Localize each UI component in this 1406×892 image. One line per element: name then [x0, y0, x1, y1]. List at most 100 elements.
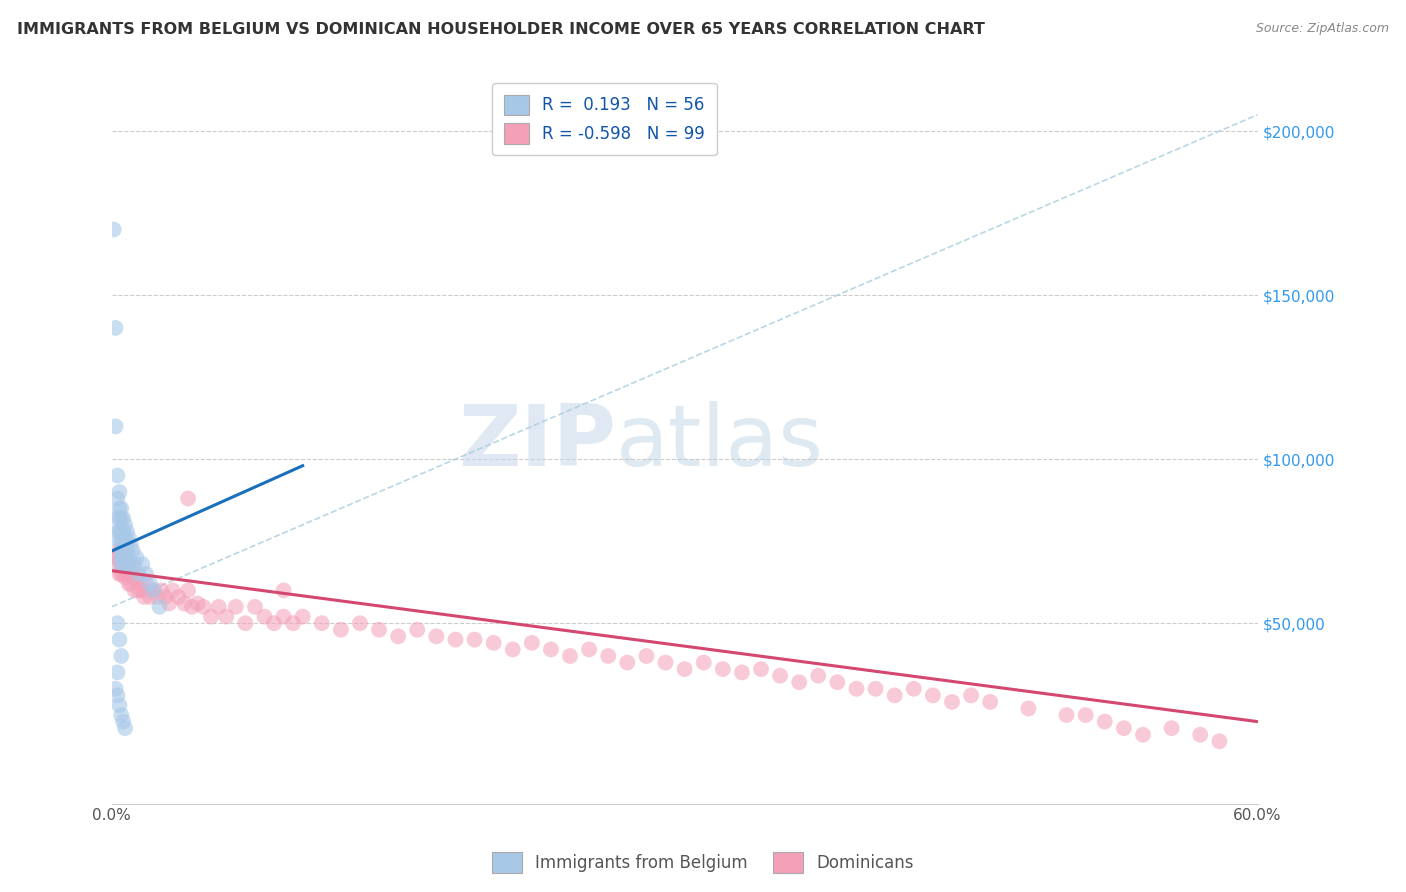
Point — [115, 524, 138, 539]
Point — [1160, 721, 1182, 735]
Point — [108, 566, 131, 581]
Point — [135, 577, 157, 591]
Point — [120, 564, 142, 578]
Point — [616, 656, 638, 670]
Point — [167, 590, 190, 604]
Point — [118, 550, 141, 565]
Point — [110, 544, 132, 558]
Point — [311, 616, 333, 631]
Point — [903, 681, 925, 696]
Point — [108, 534, 131, 549]
Point — [127, 566, 149, 581]
Point — [135, 566, 157, 581]
Point — [215, 609, 238, 624]
Point — [110, 648, 132, 663]
Point — [208, 599, 231, 614]
Point — [142, 583, 165, 598]
Point — [110, 544, 132, 558]
Point — [118, 531, 141, 545]
Point — [115, 544, 138, 558]
Point — [110, 501, 132, 516]
Point — [193, 599, 215, 614]
Point — [225, 599, 247, 614]
Point — [598, 648, 620, 663]
Point — [827, 675, 849, 690]
Point — [636, 648, 658, 663]
Point — [112, 534, 135, 549]
Point — [107, 665, 129, 680]
Point — [104, 550, 127, 565]
Text: ZIP: ZIP — [458, 401, 616, 484]
Point — [1056, 708, 1078, 723]
Point — [150, 583, 173, 598]
Point — [118, 577, 141, 591]
Point — [114, 517, 136, 532]
Point — [349, 616, 371, 631]
Point — [273, 583, 295, 598]
Point — [1094, 714, 1116, 729]
Point — [112, 511, 135, 525]
Point — [108, 698, 131, 713]
Point — [520, 636, 543, 650]
Point — [107, 468, 129, 483]
Point — [108, 524, 131, 539]
Point — [134, 590, 156, 604]
Point — [104, 681, 127, 696]
Point — [578, 642, 600, 657]
Point — [787, 675, 810, 690]
Point — [114, 557, 136, 571]
Point — [1074, 708, 1097, 723]
Text: Source: ZipAtlas.com: Source: ZipAtlas.com — [1256, 22, 1389, 36]
Point — [107, 544, 129, 558]
Point — [148, 599, 170, 614]
Point — [807, 668, 830, 682]
Point — [291, 609, 314, 624]
Point — [112, 550, 135, 565]
Point — [406, 623, 429, 637]
Point — [921, 689, 943, 703]
Point — [1112, 721, 1135, 735]
Point — [114, 531, 136, 545]
Text: atlas: atlas — [616, 401, 824, 484]
Point — [979, 695, 1001, 709]
Point — [1208, 734, 1230, 748]
Point — [112, 550, 135, 565]
Point — [114, 544, 136, 558]
Point — [127, 583, 149, 598]
Point — [115, 557, 138, 571]
Point — [107, 524, 129, 539]
Point — [329, 623, 352, 637]
Point — [121, 544, 143, 558]
Point — [120, 537, 142, 551]
Text: IMMIGRANTS FROM BELGIUM VS DOMINICAN HOUSEHOLDER INCOME OVER 65 YEARS CORRELATIO: IMMIGRANTS FROM BELGIUM VS DOMINICAN HOU… — [17, 22, 984, 37]
Point — [110, 708, 132, 723]
Point — [153, 590, 176, 604]
Point — [146, 590, 169, 604]
Point — [112, 566, 135, 581]
Point — [482, 636, 505, 650]
Point — [124, 583, 146, 598]
Point — [110, 534, 132, 549]
Point — [108, 632, 131, 647]
Point — [110, 550, 132, 565]
Point — [281, 616, 304, 631]
Point — [112, 557, 135, 571]
Point — [108, 501, 131, 516]
Point — [200, 609, 222, 624]
Point — [243, 599, 266, 614]
Point — [125, 550, 148, 565]
Point — [110, 511, 132, 525]
Point — [108, 511, 131, 525]
Point — [1017, 701, 1039, 715]
Point — [731, 665, 754, 680]
Point — [121, 570, 143, 584]
Point — [115, 537, 138, 551]
Point — [502, 642, 524, 657]
Point — [124, 557, 146, 571]
Point — [131, 557, 153, 571]
Point — [112, 714, 135, 729]
Point — [941, 695, 963, 709]
Point — [107, 689, 129, 703]
Point — [125, 570, 148, 584]
Point — [673, 662, 696, 676]
